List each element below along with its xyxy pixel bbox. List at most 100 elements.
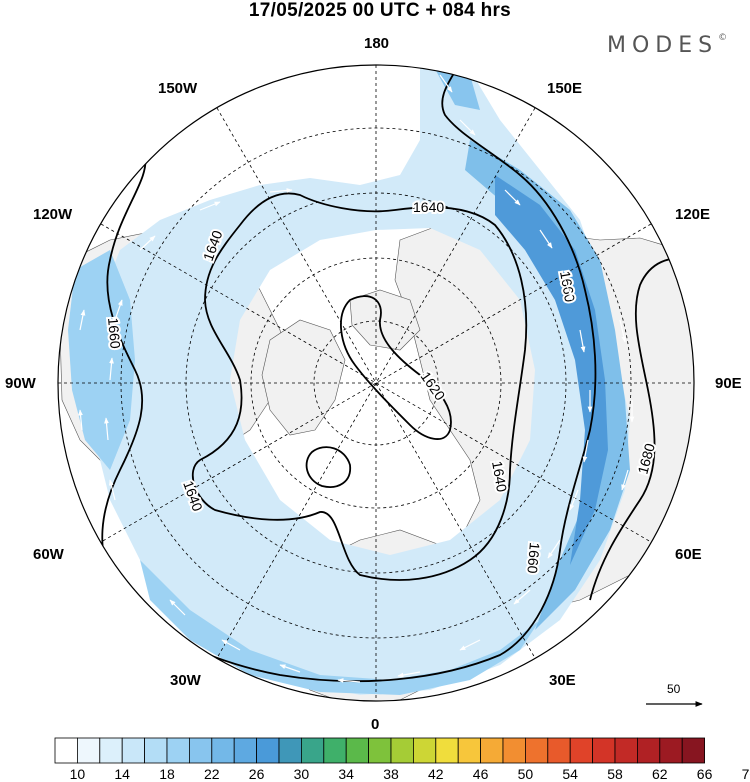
colorbar-swatch bbox=[592, 737, 616, 764]
wind-arrow bbox=[439, 74, 453, 93]
wind-arrow bbox=[114, 299, 123, 321]
colorbar-swatch bbox=[569, 737, 594, 764]
colorbar bbox=[54, 737, 706, 764]
lon-label-30e: 30E bbox=[549, 672, 576, 689]
colorbar-swatch bbox=[345, 737, 370, 764]
colorbar-swatch bbox=[681, 737, 706, 764]
colorbar-swatch bbox=[300, 737, 325, 764]
map-title: 17/05/2025 00 UTC + 084 hrs bbox=[248, 0, 512, 21]
colorbar-tick-label: 30 bbox=[293, 766, 310, 782]
wind-arrow bbox=[78, 409, 83, 431]
colorbar-swatch bbox=[637, 737, 661, 764]
colorbar-swatch bbox=[278, 737, 302, 764]
colorbar-tick-label: 58 bbox=[607, 766, 623, 782]
wind-arrow bbox=[79, 309, 86, 331]
colorbar-tick-label: 42 bbox=[428, 766, 444, 782]
height-contours bbox=[101, 65, 691, 683]
pacific-jet-band bbox=[90, 65, 630, 695]
colorbar-tick-label: 34 bbox=[338, 766, 354, 782]
colorbar-tick-label: 38 bbox=[383, 766, 399, 782]
wind-arrow bbox=[513, 589, 531, 605]
lon-label-90e: 90E bbox=[715, 375, 742, 392]
graticule bbox=[58, 65, 694, 701]
colorbar-swatch bbox=[435, 737, 459, 764]
colorbar-swatch bbox=[525, 737, 549, 764]
wind-arrow bbox=[108, 479, 116, 501]
colorbar-swatch bbox=[166, 737, 190, 764]
lon-label-120w: 120W bbox=[33, 206, 73, 223]
wind-arrow bbox=[564, 279, 573, 301]
lon-label-60w: 60W bbox=[33, 546, 64, 563]
contour-1620-b bbox=[305, 446, 351, 488]
lon-label-60e: 60E bbox=[675, 546, 702, 563]
polar-stereographic-map: 1640 1640 1660 1620 1640 1660 1660 1680 … bbox=[57, 64, 703, 707]
meridian-120e-60w bbox=[100, 223, 652, 543]
atlantic-jet-band bbox=[140, 560, 540, 695]
colorbar-swatch bbox=[457, 737, 482, 764]
colorbar-tick-label: 26 bbox=[248, 766, 265, 782]
lon-label-90w: 90W bbox=[5, 375, 36, 392]
contour-1680 bbox=[589, 257, 691, 601]
colorbar-tick-label: 50 bbox=[517, 766, 534, 782]
wind-arrow bbox=[169, 599, 186, 616]
colorbar-swatch bbox=[233, 737, 257, 764]
wind-arrow bbox=[539, 229, 553, 249]
meridian-120w-60e bbox=[100, 223, 652, 543]
colorbar-tick-label: 14 bbox=[114, 766, 130, 782]
colorbar-swatch bbox=[480, 737, 504, 764]
wind-arrow bbox=[547, 539, 561, 559]
wind-arrow bbox=[582, 439, 589, 463]
wind-arrow bbox=[621, 469, 629, 491]
contour-1620-a bbox=[340, 295, 452, 440]
colorbar-swatch bbox=[390, 737, 414, 764]
lon-label-150w: 150W bbox=[158, 80, 198, 97]
map-boundary bbox=[57, 64, 695, 702]
arctic-islands-land bbox=[349, 289, 421, 351]
colorbar-tick-label: 22 bbox=[204, 766, 220, 782]
wind-arrow bbox=[279, 664, 301, 673]
colorbar-swatch bbox=[99, 737, 123, 764]
brand-name: MODES bbox=[607, 33, 719, 58]
contour-1660-main bbox=[101, 65, 597, 683]
contour-label-1660-southeast: 1660 bbox=[524, 542, 543, 575]
colorbar-tick-label: 70 bbox=[741, 766, 750, 782]
contour-label-1660-west: 1660 bbox=[105, 317, 124, 350]
wind-arrow bbox=[104, 417, 109, 441]
wind-arrow bbox=[109, 357, 114, 381]
colorbar-swatch bbox=[502, 737, 526, 764]
colorbar-swatch bbox=[659, 737, 683, 764]
modes-brand-logo: MODES© bbox=[607, 33, 727, 58]
colorbar-tick-label: 66 bbox=[696, 766, 713, 782]
colorbar-tick-label: 18 bbox=[159, 766, 175, 782]
colorbar-swatch bbox=[211, 737, 235, 764]
wind-arrow bbox=[579, 329, 586, 353]
lon-label-30w: 30W bbox=[170, 672, 201, 689]
colorbar-swatch bbox=[77, 737, 101, 764]
colorbar-swatch bbox=[412, 737, 437, 764]
wind-arrow bbox=[129, 551, 141, 571]
colorbar-swatch bbox=[188, 737, 213, 764]
colorbar-swatch bbox=[144, 737, 168, 764]
wind-arrow bbox=[619, 319, 627, 343]
colorbar-tick-label: 10 bbox=[69, 766, 86, 782]
lon-label-150e: 150E bbox=[547, 80, 583, 97]
colorbar-swatch bbox=[54, 737, 78, 764]
wind-arrow bbox=[221, 639, 241, 651]
colorbar-swatch bbox=[368, 737, 392, 764]
wind-vectors bbox=[78, 74, 635, 683]
colorbar-swatch bbox=[614, 737, 638, 764]
wind-arrow bbox=[337, 678, 361, 683]
wind-arrow bbox=[459, 639, 481, 651]
wind-arrow bbox=[269, 188, 293, 193]
colorbar-tick-label: 62 bbox=[652, 766, 668, 782]
wind-arrow bbox=[504, 189, 521, 206]
wind-arrow bbox=[139, 235, 156, 251]
meridian-150e-30w bbox=[216, 107, 536, 659]
colorbar-swatch bbox=[256, 737, 280, 764]
contour-1640 bbox=[191, 192, 528, 581]
wind-arrow bbox=[199, 201, 221, 211]
copyright-mark: © bbox=[718, 32, 728, 43]
colorbar-swatch bbox=[323, 737, 347, 764]
lon-label-0: 0 bbox=[371, 716, 380, 733]
colorbar-swatch bbox=[547, 737, 571, 764]
